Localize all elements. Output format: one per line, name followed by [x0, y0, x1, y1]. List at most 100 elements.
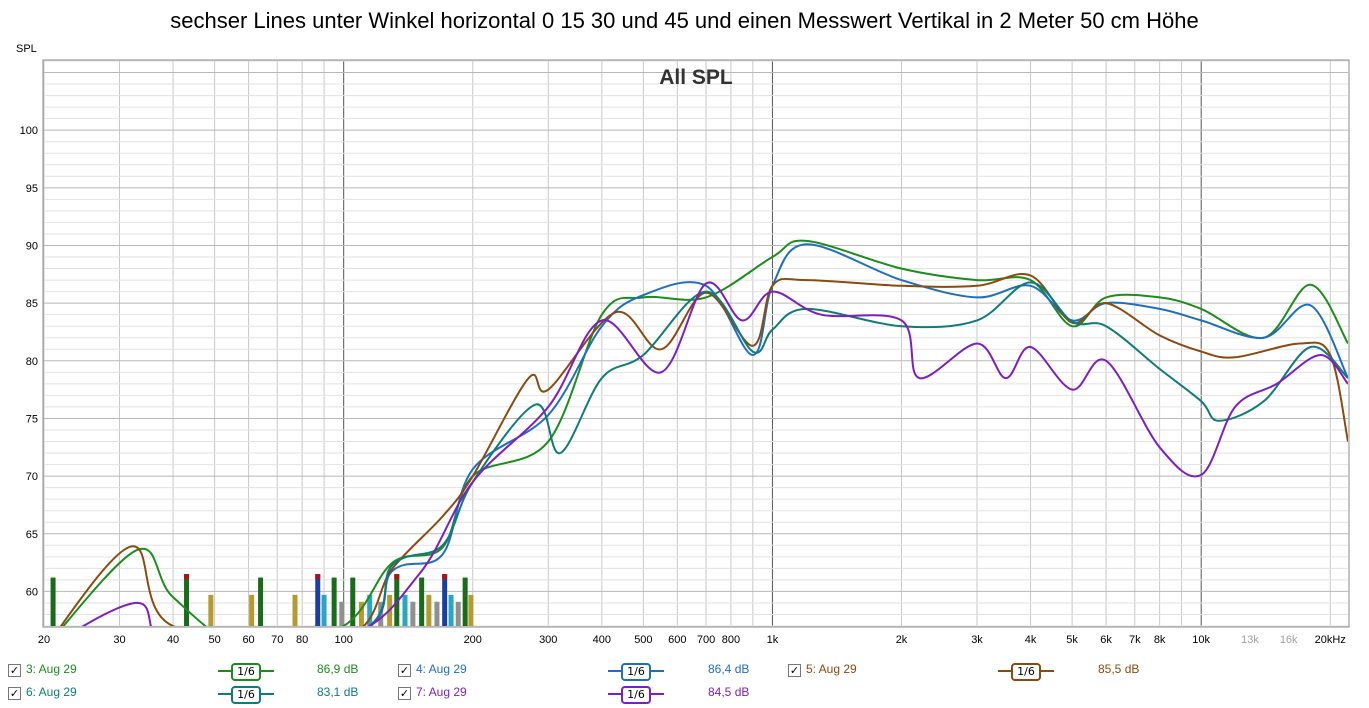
smoothing-button-7[interactable]: 1/6 — [608, 686, 664, 704]
series-label: 5: Aug 29 — [806, 662, 857, 676]
y-tick-label: 95 — [26, 183, 38, 195]
x-tick-label: 400 — [593, 634, 611, 646]
x-tick-label: 40 — [167, 634, 179, 646]
spike-cap — [315, 574, 321, 580]
series-line-6 — [367, 281, 1348, 626]
x-tick-label: 6k — [1100, 634, 1112, 646]
x-tick-label: 100 — [335, 634, 353, 646]
x-tick-label: 50 — [208, 634, 220, 646]
smoothing-label: 1/6 — [231, 686, 261, 704]
smoothing-button-3[interactable]: 1/6 — [218, 663, 274, 681]
x-tick-label: 5k — [1066, 634, 1078, 646]
y-tick-labels: 60 65 70 75 80 85 90 95 100 — [20, 125, 38, 598]
spike-bar — [448, 594, 454, 626]
spike-bar — [321, 594, 327, 626]
curve-group — [59, 239, 1348, 626]
x-tick-label: 1k — [767, 634, 779, 646]
y-tick-label: 60 — [26, 586, 38, 598]
series-label: 6: Aug 29 — [26, 685, 77, 699]
x-tick-label: 700 — [697, 634, 715, 646]
legend-row-2: ✓ 6: Aug 29 1/6 83,1 dB ✓ 7: Aug 29 1/6 … — [0, 685, 1369, 705]
legend-row-1: ✓ 3: Aug 29 1/6 86,9 dB ✓ 4: Aug 29 1/6 … — [0, 662, 1369, 682]
y-tick-label: 85 — [26, 298, 38, 310]
x-tick-label: 20 — [38, 634, 50, 646]
spike-bar — [331, 577, 337, 626]
spike-bar — [292, 594, 298, 626]
series-line-3 — [62, 239, 1348, 626]
x-tick-label: 10k — [1192, 634, 1210, 646]
y-tick-label: 75 — [26, 413, 38, 425]
spike-bar — [315, 574, 321, 626]
smoothing-button-6[interactable]: 1/6 — [218, 686, 274, 704]
x-tick-label: 4k — [1025, 634, 1037, 646]
low-frequency-spikes — [50, 574, 474, 626]
series-line-7 — [81, 281, 1348, 626]
checkbox-series-5[interactable]: ✓ — [788, 664, 801, 677]
chart-title: sechser Lines unter Winkel horizontal 0 … — [170, 8, 1199, 33]
y-tick-label: 80 — [26, 356, 38, 368]
smoothing-label: 1/6 — [621, 686, 651, 704]
checkbox-series-6[interactable]: ✓ — [8, 687, 21, 700]
chart-subtitle: All SPL — [659, 66, 733, 89]
spike-bar — [426, 594, 432, 626]
grid-lines — [43, 60, 1348, 627]
spike-bar — [350, 577, 356, 626]
spike-cap — [394, 574, 400, 580]
series-label: 4: Aug 29 — [416, 662, 467, 676]
spl-plot: 20 30 40 50 60 70 80 100 200 300 400 500 600 700 800 1k… — [16, 43, 1350, 646]
series-label: 3: Aug 29 — [26, 662, 77, 676]
spike-bar — [184, 574, 190, 626]
x-tick-label: 70 — [271, 634, 283, 646]
spike-bar — [358, 601, 364, 626]
x-tick-label: 16k — [1280, 634, 1298, 646]
x-tick-label: 600 — [668, 634, 686, 646]
x-tick-label: 80 — [296, 634, 308, 646]
spike-bar — [50, 577, 56, 626]
series-level: 86,9 dB — [317, 662, 359, 676]
checkbox-series-4[interactable]: ✓ — [398, 664, 411, 677]
series-line-5 — [59, 273, 1348, 626]
spike-bar — [367, 594, 373, 626]
x-tick-label: 200 — [464, 634, 482, 646]
checkbox-series-3[interactable]: ✓ — [8, 664, 21, 677]
series-level: 84,5 dB — [708, 685, 750, 699]
smoothing-button-4[interactable]: 1/6 — [608, 663, 664, 681]
y-tick-label: 100 — [20, 125, 38, 137]
x-tick-labels: 20 30 40 50 60 70 80 100 200 300 400 500 600 700 800 1k… — [38, 634, 1346, 646]
spike-bar — [462, 577, 468, 626]
spike-bar — [258, 577, 264, 626]
series-level: 83,1 dB — [317, 685, 359, 699]
smoothing-label: 1/6 — [1011, 663, 1041, 681]
spike-bar — [208, 594, 214, 626]
x-tick-label: 2k — [896, 634, 908, 646]
y-tick-label: 65 — [26, 529, 38, 541]
x-tick-label: 60 — [242, 634, 254, 646]
x-tick-label: 300 — [539, 634, 557, 646]
spike-bar — [249, 594, 255, 626]
spike-cap — [184, 574, 190, 580]
y-tick-label: 70 — [26, 471, 38, 483]
y-tick-label: 90 — [26, 240, 38, 252]
spike-bar — [394, 574, 400, 626]
x-tick-label: 13k — [1241, 634, 1259, 646]
x-tick-label: 500 — [634, 634, 652, 646]
y-axis-label: SPL — [16, 43, 37, 55]
spike-bar — [410, 601, 416, 626]
series-level: 86,4 dB — [708, 662, 750, 676]
plot-frame — [42, 59, 1350, 628]
spike-bar — [339, 601, 345, 626]
x-tick-label: 8k — [1154, 634, 1166, 646]
spike-bar — [434, 601, 440, 626]
spike-bar — [419, 577, 425, 626]
x-tick-label: 30 — [113, 634, 125, 646]
x-tick-label: 7k — [1129, 634, 1141, 646]
smoothing-button-5[interactable]: 1/6 — [998, 663, 1054, 681]
x-tick-label: 20kHz — [1315, 634, 1346, 646]
spike-bar — [468, 594, 474, 626]
spike-bar — [402, 594, 408, 626]
checkbox-series-7[interactable]: ✓ — [398, 687, 411, 700]
spike-bar — [455, 601, 461, 626]
smoothing-label: 1/6 — [231, 663, 261, 681]
x-tick-label: 800 — [722, 634, 740, 646]
series-label: 7: Aug 29 — [416, 685, 467, 699]
